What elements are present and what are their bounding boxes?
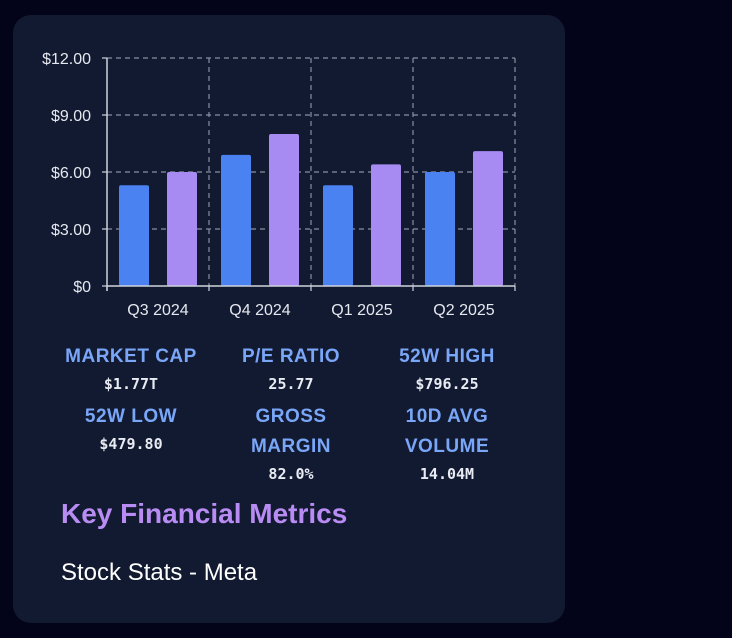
metric-gross-margin: GROSS MARGIN 82.0% (215, 402, 367, 486)
card-subtitle: Stock Stats - Meta (61, 559, 258, 586)
bar-q4-2024-series-1 (221, 154, 251, 286)
y-tick-label: $3.00 (51, 222, 91, 239)
metrics-grid: MARKET CAP $1.77T P/E RATIO 25.77 52W HI… (47, 342, 527, 486)
bar-q2-2025-series-2 (473, 151, 503, 286)
card-title: Key Financial Metrics (61, 498, 348, 529)
metric-52w-low: 52W LOW $479.80 (47, 402, 215, 486)
bar-q3-2024-series-2 (167, 172, 197, 286)
metric-pe-ratio: P/E RATIO 25.77 (215, 342, 367, 396)
y-tick-label: $9.00 (51, 108, 91, 125)
metric-value: 25.77 (268, 375, 314, 393)
metric-value: $1.77T (103, 375, 159, 393)
x-tick-label: Q4 2024 (229, 302, 290, 319)
metric-52w-high: 52W HIGH $796.25 (367, 342, 527, 396)
metric-label: 52W LOW (84, 406, 178, 427)
bar-q2-2025-series-1 (425, 172, 455, 286)
metric-label: P/E RATIO (241, 346, 341, 367)
x-tick-label: Q2 2025 (433, 302, 494, 319)
metric-label: 52W HIGH (399, 346, 495, 367)
metric-market-cap: MARKET CAP $1.77T (47, 342, 215, 396)
metric-label: MARKET CAP (65, 346, 197, 367)
metric-10d-avg-volume: 10D AVG VOLUME 14.04M (367, 402, 527, 486)
y-tick-label: $0 (73, 279, 91, 296)
bar-q1-2025-series-1 (323, 185, 353, 286)
x-tick-label: Q3 2024 (127, 302, 188, 319)
stock-stats-card: $0 $3.00 $6.00 $9.00 $12.00 Q3 2024 Q4 2024 Q1 … (13, 15, 565, 623)
bar-chart: $0 $3.00 $6.00 $9.00 $12.00 Q3 2024 Q4 2024 Q1 … (42, 51, 516, 319)
metric-label: GROSS MARGIN (250, 406, 332, 457)
bar-q4-2024-series-2 (269, 134, 299, 286)
bars (119, 134, 503, 286)
metric-value: $479.80 (99, 435, 163, 453)
bar-q3-2024-series-1 (119, 185, 149, 286)
y-tick-label: $12.00 (42, 51, 91, 68)
bar-q1-2025-series-2 (371, 164, 401, 286)
metric-value: 82.0% (268, 465, 314, 483)
metric-value: 14.04M (419, 465, 475, 483)
axes (102, 57, 516, 291)
metric-label: 10D AVG VOLUME (404, 406, 490, 457)
tick-labels: $0 $3.00 $6.00 $9.00 $12.00 Q3 2024 Q4 2024 Q1 … (42, 51, 495, 319)
y-tick-label: $6.00 (51, 165, 91, 182)
metric-value: $796.25 (415, 375, 479, 393)
x-tick-label: Q1 2025 (331, 302, 392, 319)
